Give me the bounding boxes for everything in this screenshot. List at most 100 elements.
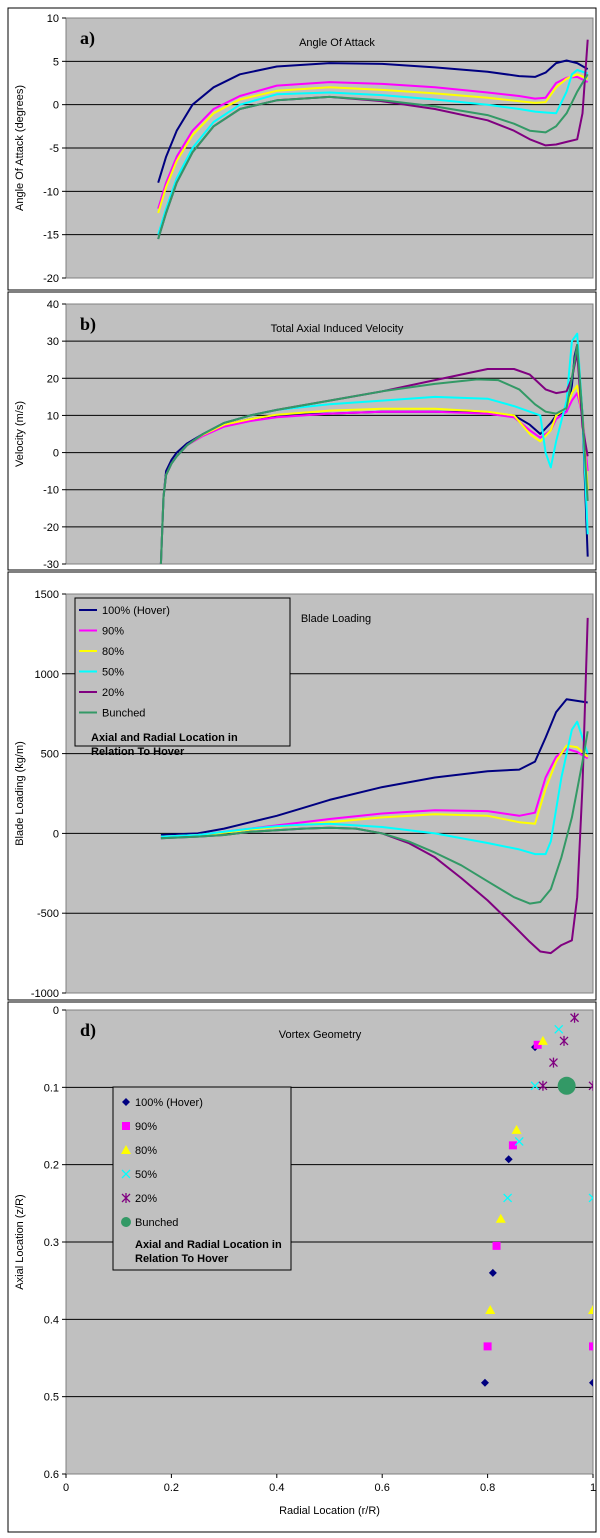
legend-label: 80%	[102, 646, 124, 658]
legend-entry-p50: 50%	[79, 667, 124, 679]
series-line-p50	[160, 720, 589, 856]
y-tick-label: 5	[53, 56, 59, 68]
data-point-p80	[511, 1124, 522, 1134]
x-axis-label: Radial Location (r/R)	[279, 1505, 380, 1517]
series-line-p90	[157, 75, 589, 209]
data-point-p80	[537, 1035, 548, 1045]
y-tick-label: -10	[43, 186, 59, 198]
legend-marker	[121, 1145, 131, 1154]
legend-label: 90%	[135, 1121, 157, 1133]
data-point-hover	[488, 1268, 497, 1277]
y-tick-label: -20	[43, 273, 59, 285]
y-tick-label: -500	[37, 908, 59, 920]
legend-entry-bunched: Bunched	[79, 708, 145, 720]
panel-label: d)	[80, 1020, 96, 1041]
legend-label: 100% (Hover)	[102, 605, 170, 617]
y-axis-label: Velocity (m/s)	[14, 401, 26, 467]
y-tick-label: 0	[53, 448, 59, 460]
series-line-bunched	[159, 343, 589, 564]
x-tick-label: 0.4	[269, 1482, 284, 1494]
y-tick-label: 40	[47, 299, 59, 311]
y-tick-label: 20	[47, 373, 59, 385]
legend-marker	[122, 1122, 130, 1130]
data-point-p50	[503, 1193, 513, 1203]
plot-area	[65, 303, 594, 565]
data-layer	[159, 332, 589, 564]
data-point-p20	[588, 1080, 593, 1091]
series-line-hover	[157, 59, 589, 183]
legend-entry-hover: 100% (Hover)	[79, 605, 170, 617]
legend-entry-bunched: Bunched	[121, 1217, 178, 1229]
x-tick-label: 0.8	[480, 1482, 495, 1494]
panel-label: b)	[80, 314, 96, 335]
legend-box	[112, 1086, 292, 1271]
legend-note: Axial and Radial Location in Relation To …	[91, 732, 238, 758]
x-tick-label: 0	[63, 1482, 69, 1494]
legend-label: 100% (Hover)	[135, 1097, 203, 1109]
y-tick-label: 0.6	[44, 1469, 59, 1481]
legend-marker	[121, 1193, 131, 1203]
legend-label: 50%	[102, 667, 124, 679]
x-tick-label: 0.2	[164, 1482, 179, 1494]
data-point-p20	[570, 1012, 580, 1023]
data-point-p50	[554, 1024, 564, 1034]
data-point-p80	[495, 1213, 506, 1223]
legend-marker	[121, 1217, 131, 1227]
data-layer	[160, 617, 589, 955]
y-tick-label: -30	[43, 559, 59, 571]
y-tick-label: -10	[43, 485, 59, 497]
data-point-bunched	[557, 1076, 576, 1095]
data-layer	[157, 39, 589, 240]
y-tick-label: 0	[53, 100, 59, 112]
x-tick-label: 1	[590, 1482, 596, 1494]
legend-entry-p20: 20%	[121, 1193, 157, 1205]
series-line-p80	[157, 73, 589, 214]
legend-label: 90%	[102, 626, 124, 638]
data-point-p90	[589, 1342, 593, 1351]
y-tick-label: -20	[43, 522, 59, 534]
y-tick-label: 0.5	[44, 1392, 59, 1404]
data-point-p90	[508, 1141, 517, 1150]
x-tick-label: 0.6	[375, 1482, 390, 1494]
legend-entry-p80: 80%	[79, 646, 124, 658]
y-tick-label: -5	[49, 143, 59, 155]
y-tick-label: 10	[47, 13, 59, 25]
data-point-p90	[533, 1040, 542, 1049]
data-point-p80	[588, 1305, 593, 1315]
y-tick-label: 500	[41, 749, 59, 761]
chart-panel-3: 1500 1000 500 0 -500 -1000 Blade Loading (kg/m…	[7, 571, 597, 1001]
chart-title: Total Axial Induced Velocity	[271, 323, 404, 335]
series-line-bunched	[160, 731, 589, 905]
legend-entry-p50: 50%	[121, 1169, 157, 1181]
legend-marker	[121, 1169, 131, 1179]
data-point-p50	[514, 1137, 524, 1146]
legend-label: 80%	[135, 1145, 157, 1157]
y-tick-label: 0.1	[44, 1082, 59, 1094]
series-line-p50	[157, 69, 589, 235]
data-layer	[480, 1012, 593, 1387]
y-axis-label: Angle Of Attack (degrees)	[14, 85, 26, 211]
legend-box	[74, 597, 291, 747]
chart-title: Blade Loading	[301, 613, 371, 625]
y-axis-label: Blade Loading (kg/m)	[14, 741, 26, 846]
data-point-p20	[559, 1035, 569, 1046]
y-tick-label: -1000	[31, 988, 59, 1000]
legend-entry-p80: 80%	[121, 1145, 157, 1157]
series-line-bunched	[157, 73, 589, 240]
legend-entry-p90: 90%	[79, 626, 124, 638]
data-point-hover	[480, 1378, 489, 1387]
panel-label: a)	[80, 28, 95, 49]
data-point-p90	[492, 1241, 501, 1250]
legend-label: Bunched	[102, 708, 145, 720]
legend-note: Axial and Radial Location in Relation To …	[135, 1239, 282, 1265]
chart-panel-2: 40 30 20 10 0 -10 -20 -30 Velocity (m/s) Total Ax…	[7, 291, 597, 571]
legend: 100% (Hover) 90% 80% 50% 20% Bunched Axial and…	[74, 597, 291, 758]
y-tick-label: 0.2	[44, 1160, 59, 1172]
series-line-hover	[160, 698, 588, 836]
legend-label: Bunched	[135, 1217, 178, 1229]
legend-entry-p20: 20%	[79, 687, 124, 699]
y-tick-label: 0	[53, 828, 59, 840]
legend-label: 50%	[135, 1169, 157, 1181]
y-tick-label: -15	[43, 230, 59, 242]
data-point-p50	[588, 1193, 593, 1203]
